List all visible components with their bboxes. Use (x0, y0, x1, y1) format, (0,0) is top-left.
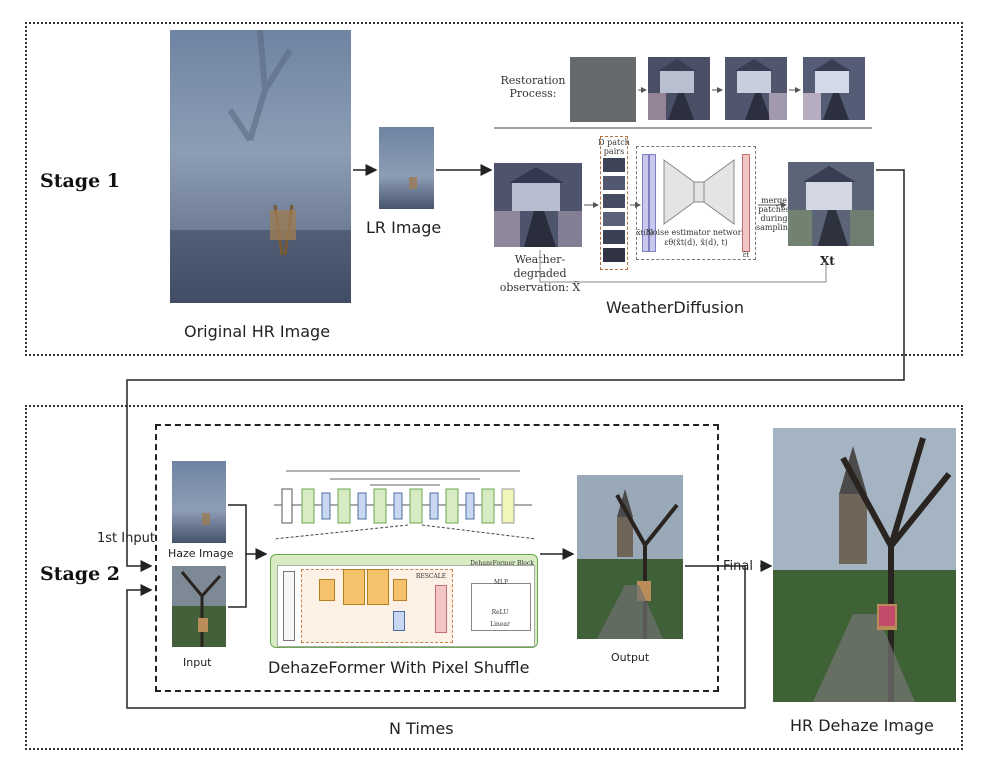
flow-arrows (0, 0, 986, 772)
